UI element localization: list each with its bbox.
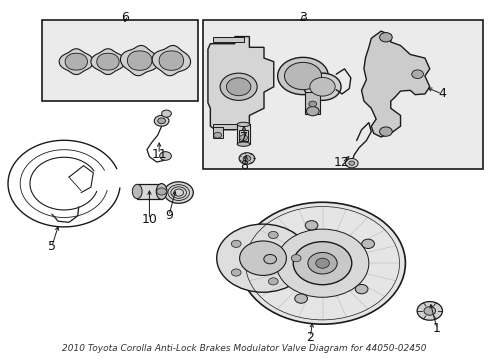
Polygon shape — [91, 49, 125, 75]
Circle shape — [216, 224, 309, 292]
Circle shape — [348, 161, 354, 165]
Circle shape — [306, 107, 319, 116]
Polygon shape — [361, 31, 429, 137]
Ellipse shape — [237, 122, 249, 127]
Circle shape — [277, 57, 328, 95]
Polygon shape — [65, 53, 87, 70]
Circle shape — [161, 110, 171, 117]
Circle shape — [304, 73, 340, 100]
Text: 3: 3 — [299, 12, 306, 24]
Circle shape — [411, 70, 423, 78]
Polygon shape — [97, 53, 119, 70]
Bar — [42, 21, 198, 101]
Polygon shape — [120, 45, 159, 76]
Circle shape — [239, 135, 247, 140]
Circle shape — [239, 153, 254, 164]
Circle shape — [213, 132, 221, 138]
Text: 6: 6 — [121, 12, 129, 24]
Circle shape — [231, 269, 241, 276]
Circle shape — [158, 118, 165, 124]
Circle shape — [309, 77, 334, 96]
Circle shape — [157, 188, 166, 195]
Circle shape — [263, 255, 276, 264]
Circle shape — [345, 158, 357, 168]
Circle shape — [268, 231, 278, 239]
Circle shape — [308, 101, 316, 107]
Bar — [238, 130, 248, 140]
Text: 5: 5 — [48, 240, 56, 253]
Circle shape — [231, 240, 241, 247]
Circle shape — [416, 302, 442, 320]
Circle shape — [307, 252, 336, 274]
Circle shape — [361, 239, 374, 248]
Circle shape — [293, 242, 351, 285]
Polygon shape — [159, 51, 183, 70]
Circle shape — [226, 78, 250, 96]
Circle shape — [305, 221, 317, 230]
Text: 2: 2 — [306, 330, 314, 343]
Text: 9: 9 — [164, 210, 172, 222]
Ellipse shape — [132, 184, 142, 199]
Circle shape — [220, 73, 257, 100]
Polygon shape — [127, 51, 152, 70]
Circle shape — [276, 229, 368, 297]
Polygon shape — [207, 37, 273, 130]
Ellipse shape — [237, 142, 249, 146]
Bar — [212, 37, 244, 42]
Text: 4: 4 — [437, 87, 445, 100]
Bar — [212, 127, 222, 138]
Bar — [237, 125, 249, 144]
Polygon shape — [59, 49, 93, 75]
Circle shape — [355, 284, 367, 294]
Text: 8: 8 — [240, 159, 248, 172]
Circle shape — [379, 33, 391, 42]
Text: 2010 Toyota Corolla Anti-Lock Brakes Modulator Valve Diagram for 44050-02450: 2010 Toyota Corolla Anti-Lock Brakes Mod… — [62, 344, 426, 353]
Text: 12: 12 — [333, 156, 349, 169]
Circle shape — [268, 278, 278, 285]
Text: 11: 11 — [151, 148, 167, 161]
Bar — [212, 125, 244, 130]
Bar — [137, 184, 161, 199]
Circle shape — [291, 255, 301, 262]
Circle shape — [315, 258, 329, 268]
Circle shape — [294, 294, 307, 303]
Ellipse shape — [156, 184, 166, 199]
Circle shape — [239, 241, 286, 275]
Text: 10: 10 — [141, 213, 157, 226]
Circle shape — [154, 116, 168, 126]
Circle shape — [423, 307, 435, 315]
Circle shape — [243, 156, 250, 161]
Text: 7: 7 — [240, 131, 248, 144]
Bar — [203, 21, 483, 169]
Circle shape — [159, 152, 171, 160]
Circle shape — [239, 202, 405, 324]
Circle shape — [163, 182, 193, 203]
Circle shape — [284, 62, 321, 90]
Polygon shape — [152, 45, 190, 76]
Bar — [305, 92, 320, 114]
Circle shape — [379, 127, 391, 136]
Text: 1: 1 — [432, 322, 440, 335]
